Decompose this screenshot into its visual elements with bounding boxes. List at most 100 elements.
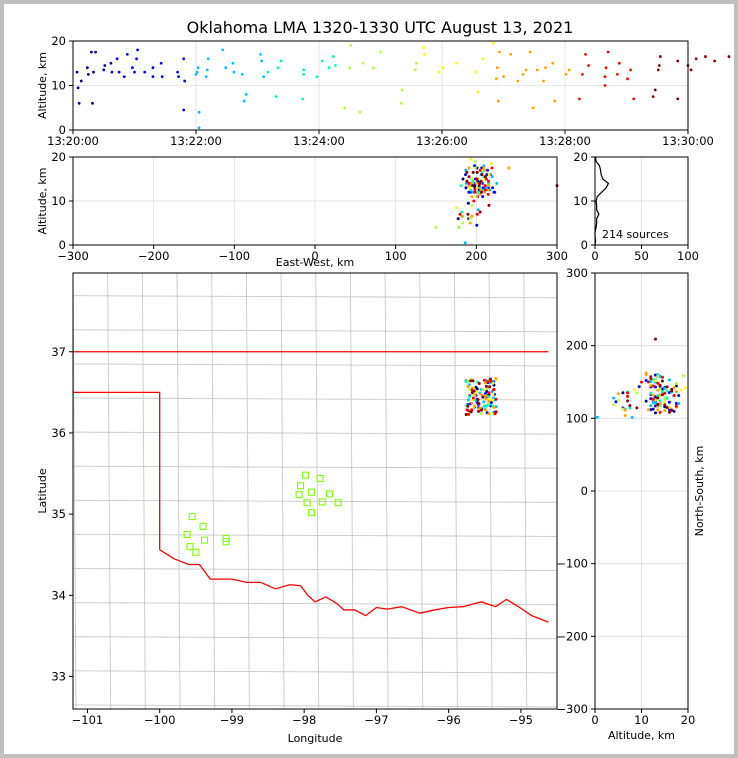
source-point — [667, 400, 671, 404]
source-point — [92, 70, 95, 74]
source-point — [492, 190, 496, 194]
source-point — [649, 404, 653, 408]
source-point — [670, 408, 674, 412]
source-point — [465, 179, 469, 183]
source-point — [628, 406, 632, 410]
source-point — [473, 188, 477, 192]
source-point — [466, 398, 470, 402]
source-point — [466, 201, 470, 205]
county-line — [419, 273, 424, 709]
source-point — [633, 388, 637, 392]
lma-station-marker — [186, 543, 194, 551]
source-point — [135, 57, 138, 61]
source-point — [603, 75, 607, 78]
source-point — [399, 101, 403, 105]
source-point — [479, 190, 483, 194]
source-point — [473, 393, 477, 397]
y-axis-label: Latitude — [36, 468, 49, 514]
y-tick-label: 0 — [59, 123, 66, 137]
x-tick-label: 0 — [591, 249, 598, 263]
source-point — [667, 410, 671, 414]
x-tick-label: 13:24:00 — [293, 134, 345, 148]
source-point — [612, 403, 616, 407]
county-line — [73, 295, 557, 299]
y-axis-label: Altitude, km — [36, 52, 49, 119]
x-tick-label: 100 — [385, 249, 407, 263]
source-point — [665, 389, 669, 393]
lma-station-marker — [318, 498, 326, 506]
source-point — [484, 384, 488, 388]
source-point — [553, 99, 557, 103]
source-point — [348, 66, 352, 70]
source-point — [663, 403, 667, 407]
axes-frame — [594, 156, 689, 246]
source-point — [240, 72, 244, 76]
source-point — [487, 391, 491, 395]
source-point — [606, 50, 610, 54]
source-point — [684, 386, 688, 390]
source-point — [614, 400, 618, 404]
source-point — [509, 52, 513, 56]
source-point — [468, 395, 472, 399]
source-point — [460, 210, 464, 214]
source-point — [76, 86, 80, 90]
panel-altitude-north-south: 0 10 20 −300 −200 −100 0 100 200 300 Altitude, km N… — [556, 266, 706, 742]
source-point — [653, 395, 657, 399]
source-point — [577, 97, 581, 101]
source-point — [521, 72, 525, 76]
source-point — [653, 411, 657, 415]
source-point — [159, 61, 163, 65]
source-point — [658, 383, 662, 387]
source-point — [491, 186, 495, 190]
source-point — [475, 195, 479, 199]
lma-station-marker — [307, 508, 315, 517]
figure: Oklahoma LMA 1320-1330 UTC August 13, 20… — [4, 4, 734, 754]
x-tick-label: 20 — [681, 713, 696, 727]
source-point — [665, 385, 669, 389]
source-point — [479, 392, 483, 396]
source-point — [475, 212, 479, 216]
source-point — [491, 398, 495, 402]
x-tick-label: −300 — [57, 249, 89, 263]
source-point — [604, 66, 608, 70]
source-point — [466, 409, 470, 413]
source-point — [477, 381, 481, 385]
source-point — [651, 378, 655, 382]
source-point — [467, 412, 471, 416]
source-point — [649, 375, 653, 379]
lma-station-marker — [183, 530, 191, 538]
panel-time-altitude: 13:20:00 13:22:00 13:24:00 13:26:00 13:28:00… — [36, 34, 731, 148]
lma-station-marker — [334, 499, 342, 507]
source-point — [195, 70, 199, 74]
source-point — [151, 75, 155, 78]
source-point — [481, 388, 485, 392]
source-point — [454, 61, 458, 65]
source-point — [656, 402, 660, 406]
y-tick-label: 33 — [51, 670, 66, 684]
lma-station-marker — [316, 474, 324, 482]
source-point — [482, 164, 486, 168]
source-point — [477, 409, 481, 413]
y-axis-label: North-South, km — [693, 446, 706, 537]
source-point — [479, 408, 483, 412]
source-point — [461, 177, 465, 181]
source-point — [479, 179, 483, 183]
source-point — [463, 241, 467, 245]
panel-east-west-altitude: −300 −200 −100 0 100 200 300 0 10 20 East-West, km… — [36, 150, 568, 269]
source-point — [456, 217, 460, 221]
x-tick-label: 13:28:00 — [539, 134, 591, 148]
source-point — [483, 188, 487, 192]
map-layer — [73, 273, 557, 709]
source-point — [475, 390, 479, 394]
source-point — [242, 99, 246, 103]
source-point — [612, 396, 616, 400]
source-point — [334, 64, 337, 67]
source-point — [626, 394, 630, 398]
source-point — [656, 408, 660, 412]
source-point — [658, 399, 662, 403]
source-point — [467, 181, 471, 185]
source-point — [476, 208, 480, 212]
source-point — [667, 391, 671, 395]
source-point — [496, 99, 500, 103]
source-point — [486, 192, 490, 196]
